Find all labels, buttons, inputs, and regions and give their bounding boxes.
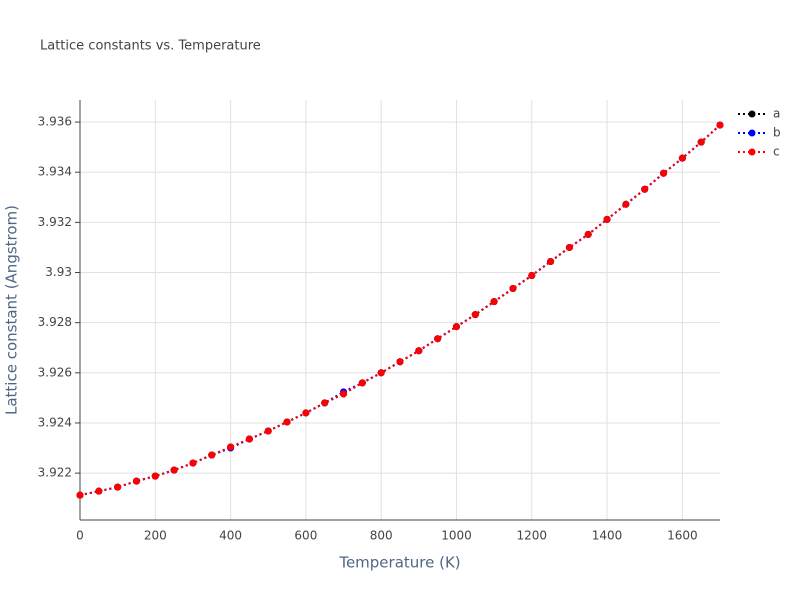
data-point (603, 215, 611, 223)
data-point (302, 409, 310, 417)
data-point (264, 427, 272, 435)
series-line (79, 124, 721, 497)
data-point (509, 285, 517, 293)
x-tick-label: 1000 (441, 529, 472, 543)
x-tick-label: 800 (370, 529, 393, 543)
data-point (245, 435, 253, 443)
data-point (622, 200, 630, 208)
series-line (79, 124, 721, 497)
legend-label: c (773, 145, 780, 159)
series-line (79, 124, 721, 497)
y-tick-label: 3.924 (38, 415, 72, 429)
legend-marker (748, 148, 756, 156)
data-point (641, 185, 649, 193)
x-tick-label: 200 (144, 529, 167, 543)
x-tick-label: 400 (219, 529, 242, 543)
data-point (452, 323, 460, 331)
legend-marker (748, 110, 756, 118)
data-point (490, 298, 498, 306)
data-point (114, 483, 122, 491)
data-point (151, 472, 159, 480)
y-axis-title: Lattice constant (Angstrom) (3, 205, 21, 415)
data-point (321, 399, 329, 407)
y-tick-label: 3.93 (45, 265, 72, 279)
data-point (434, 335, 442, 343)
data-point (358, 379, 366, 387)
legend-marker (748, 129, 756, 137)
data-point (340, 390, 348, 398)
data-point (170, 466, 178, 474)
legend-label: a (773, 107, 780, 121)
data-point (189, 459, 197, 467)
data-point (565, 243, 573, 251)
y-tick-label: 3.926 (38, 365, 72, 379)
data-point (377, 369, 385, 377)
chart-title: Lattice constants vs. Temperature (40, 39, 261, 54)
data-point (132, 477, 140, 485)
data-point (547, 257, 555, 265)
y-tick-label: 3.936 (38, 115, 72, 129)
data-point (678, 154, 686, 162)
x-tick-label: 1200 (516, 529, 547, 543)
data-point (716, 121, 724, 129)
data-point (584, 230, 592, 238)
data-point (227, 443, 235, 451)
data-point (660, 169, 668, 177)
data-point (95, 487, 103, 495)
data-point (471, 311, 479, 319)
data-point (528, 272, 536, 280)
y-tick-label: 3.934 (38, 165, 72, 179)
y-tick-label: 3.922 (38, 466, 72, 480)
y-tick-label: 3.928 (38, 315, 72, 329)
data-point (208, 451, 216, 459)
legend-label: b (773, 126, 781, 140)
data-point (697, 138, 705, 146)
x-tick-label: 1600 (667, 529, 698, 543)
data-point (396, 358, 404, 366)
x-axis-title: Temperature (K) (338, 554, 460, 572)
y-tick-label: 3.932 (38, 215, 72, 229)
data-point (283, 418, 291, 426)
x-tick-label: 1400 (592, 529, 623, 543)
data-point (76, 491, 84, 499)
x-tick-label: 600 (294, 529, 317, 543)
data-point (415, 347, 423, 355)
x-tick-label: 0 (76, 529, 84, 543)
